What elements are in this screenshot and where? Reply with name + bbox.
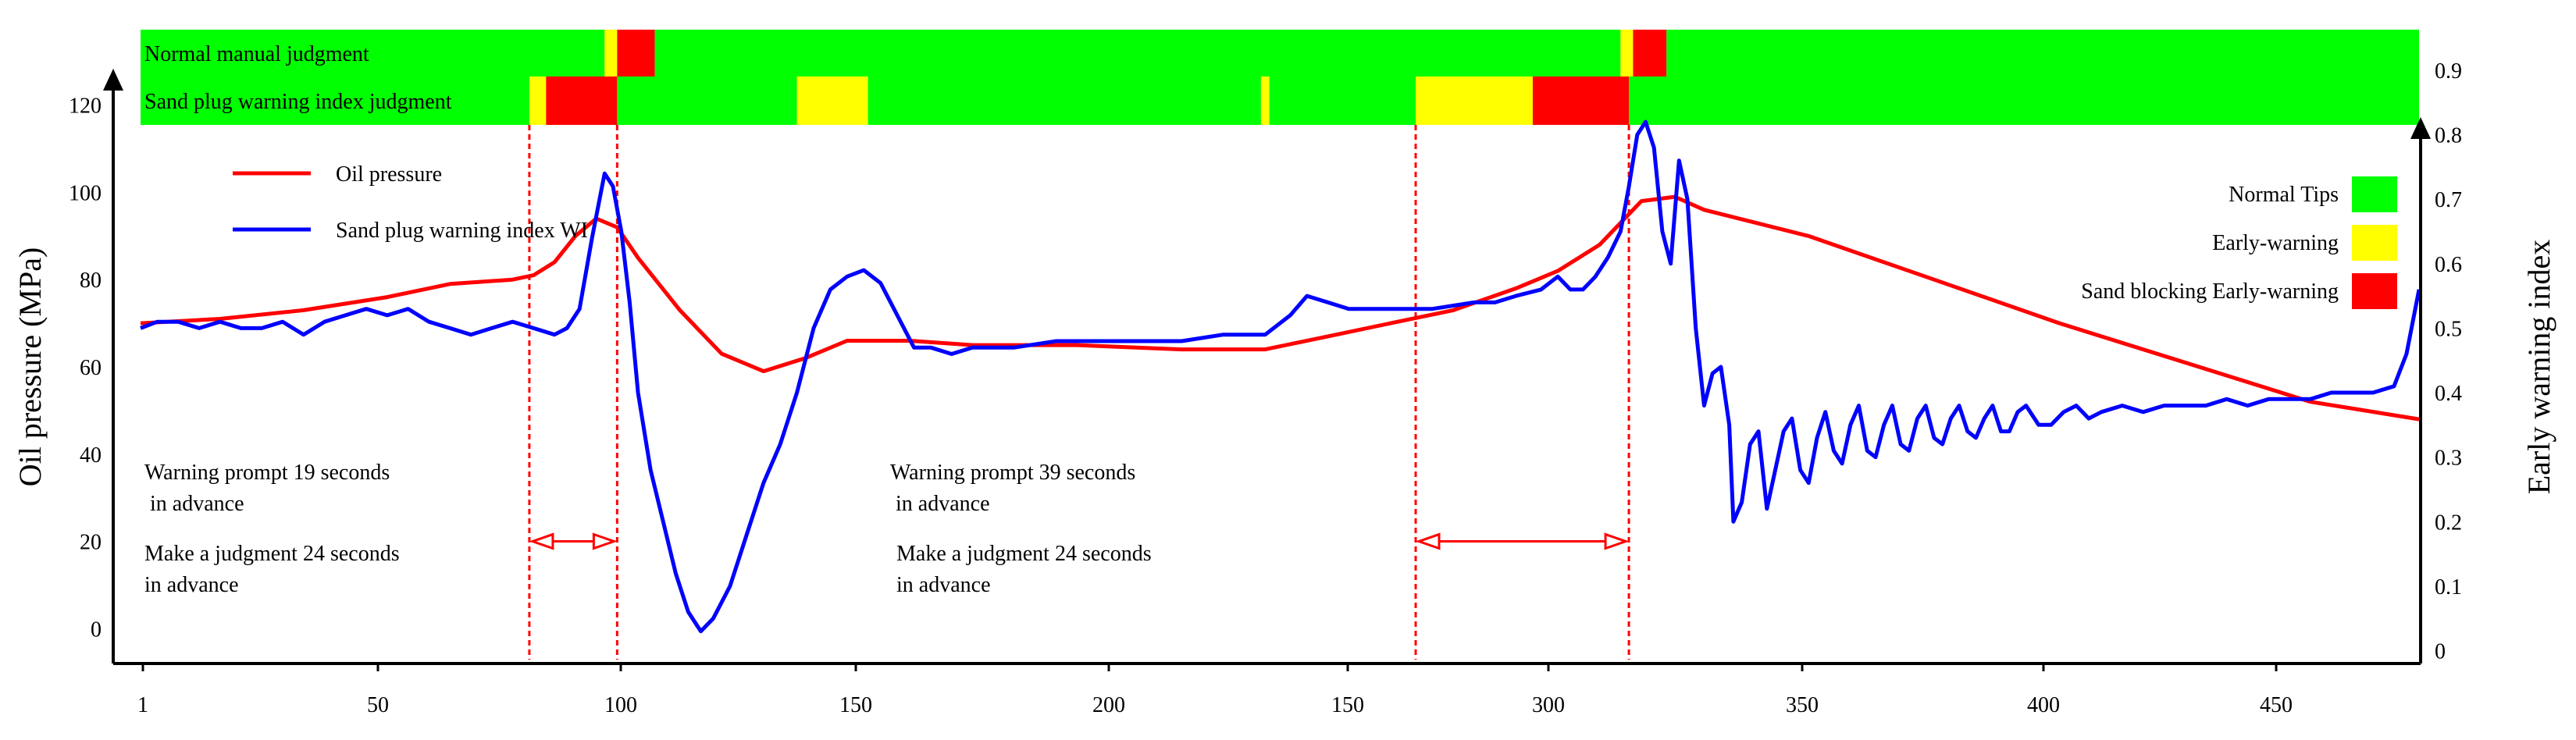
series-lines — [140, 119, 2421, 634]
y-right-tick-label: 0.2 — [2435, 511, 2462, 535]
band-segment-early-warning — [796, 76, 868, 125]
series-legend-item: Oil pressure — [233, 162, 442, 187]
y-right-tick-label: 0.5 — [2435, 317, 2462, 341]
state-legend-label: Sand blocking Early-warning — [2081, 279, 2339, 304]
y-right-tick-label: 0.3 — [2435, 446, 2462, 471]
x-tick-label: 300 — [1532, 693, 1565, 717]
y-right-tick-label: 0.8 — [2435, 124, 2462, 148]
annotation: Warning prompt 19 seconds in advance — [144, 461, 390, 516]
band-segment-normal — [617, 76, 797, 125]
series-legend-item: Sand plug warning index WI — [233, 219, 588, 243]
state-legend-label: Early-warning — [2212, 231, 2339, 255]
band-label: Normal manual judgment — [144, 42, 369, 66]
state-legend-item: Early-warning — [2212, 225, 2397, 261]
y-right-tick-label: 0.4 — [2435, 382, 2462, 406]
annotation: Make a judgment 24 seconds in advance — [144, 542, 400, 597]
interval-arrow-head-left — [529, 532, 554, 550]
x-tick-label: 150 — [839, 693, 872, 717]
judgment-band-2: Sand plug warning index judgment — [141, 76, 2419, 125]
annotation-line: in advance — [144, 573, 239, 597]
x-tick-label: 350 — [1786, 693, 1819, 717]
axes: 1 50 100 150 200 150 300 350 400 4500204060801001… — [12, 59, 2556, 717]
annotation-line: in advance — [896, 573, 991, 597]
band-segment-normal — [1666, 30, 2419, 76]
y-left-tick-label: 20 — [80, 531, 102, 555]
series-legend-label: Oil pressure — [336, 162, 442, 187]
series-line-warning-index — [140, 119, 2421, 634]
state-legend-swatch — [2352, 273, 2397, 309]
band-segment-normal — [868, 76, 1261, 125]
band-segment-sand-blocking — [546, 76, 618, 125]
annotation-line: in advance — [144, 492, 244, 516]
annotation-line: in advance — [890, 492, 990, 516]
state-legend-item: Normal Tips — [2229, 176, 2397, 212]
judgment-band-1: Normal manual judgment — [141, 30, 2419, 76]
band-segment-normal — [141, 30, 605, 76]
band-segment-normal — [1269, 76, 1416, 125]
x-tick-label: 50 — [367, 693, 389, 717]
series-legend-label: Sand plug warning index WI — [336, 219, 588, 243]
state-legend-swatch — [2352, 176, 2397, 212]
y-left-tick-label: 0 — [91, 617, 102, 642]
band-segment-early-warning — [604, 30, 618, 76]
y-right-tick-label: 0.9 — [2435, 59, 2462, 84]
annotation: Warning prompt 39 seconds in advance — [890, 461, 1135, 516]
band-segment-normal — [1629, 76, 2419, 125]
y-left-axis-arrow — [103, 69, 123, 91]
y-right-tick-label: 0.1 — [2435, 575, 2462, 599]
band-segment-early-warning — [1416, 76, 1533, 125]
x-tick-label: 450 — [2260, 693, 2293, 717]
interval-arrow — [1415, 532, 1630, 550]
band-segment-normal — [141, 76, 529, 125]
annotation-line: Make a judgment 24 seconds — [896, 542, 1152, 566]
state-legend-item: Sand blocking Early-warning — [2081, 273, 2397, 309]
state-legend-label: Normal Tips — [2229, 183, 2339, 207]
band-segment-sand-blocking — [1532, 76, 1630, 125]
y-left-tick-label: 60 — [80, 356, 102, 380]
annotation-line: Make a judgment 24 seconds — [144, 542, 400, 566]
interval-arrow-head-right — [592, 532, 618, 550]
y-right-axis-arrow — [2410, 117, 2431, 139]
series-line-oil-pressure — [140, 194, 2420, 422]
annotation: Make a judgment 24 seconds in advance — [896, 542, 1152, 597]
x-tick-label: 1 — [137, 693, 148, 717]
x-tick-label: 150 — [1331, 693, 1364, 717]
band-segment-early-warning — [1260, 76, 1270, 125]
chart-text: Oil pressure Sand plug warning index WI No… — [144, 162, 2397, 597]
state-legend-swatch — [2352, 225, 2397, 261]
y-right-tick-label: 0.6 — [2435, 253, 2462, 277]
band-segment-early-warning — [529, 76, 547, 125]
y-right-axis-title: Early warning index — [2521, 240, 2556, 495]
vertical-markers — [528, 125, 1630, 660]
x-tick-label: 100 — [604, 693, 637, 717]
band-segment-normal — [654, 30, 1621, 76]
y-left-tick-label: 40 — [80, 443, 102, 468]
y-left-tick-label: 120 — [69, 94, 102, 119]
y-left-tick-label: 100 — [69, 181, 102, 205]
interval-arrow-head-left — [1415, 532, 1441, 550]
x-tick-label: 200 — [1092, 693, 1125, 717]
y-right-tick-label: 0.7 — [2435, 188, 2462, 212]
x-tick-label: 400 — [2027, 693, 2060, 717]
band-segment-sand-blocking — [617, 30, 655, 76]
annotation-line: Warning prompt 39 seconds — [890, 461, 1135, 485]
band-segment-sand-blocking — [1633, 30, 1667, 76]
interval-arrow — [529, 532, 618, 550]
band-label: Sand plug warning index judgment — [144, 90, 452, 114]
interval-arrow-head-right — [1604, 532, 1630, 550]
y-left-tick-label: 80 — [80, 269, 102, 293]
judgment-bands: Normal manual judgment Sand plug warning … — [141, 30, 2419, 125]
y-left-axis-title: Oil pressure (MPa) — [12, 247, 48, 487]
y-right-tick-label: 0 — [2435, 639, 2446, 664]
annotation-line: Warning prompt 19 seconds — [144, 461, 390, 485]
band-segment-early-warning — [1620, 30, 1634, 76]
